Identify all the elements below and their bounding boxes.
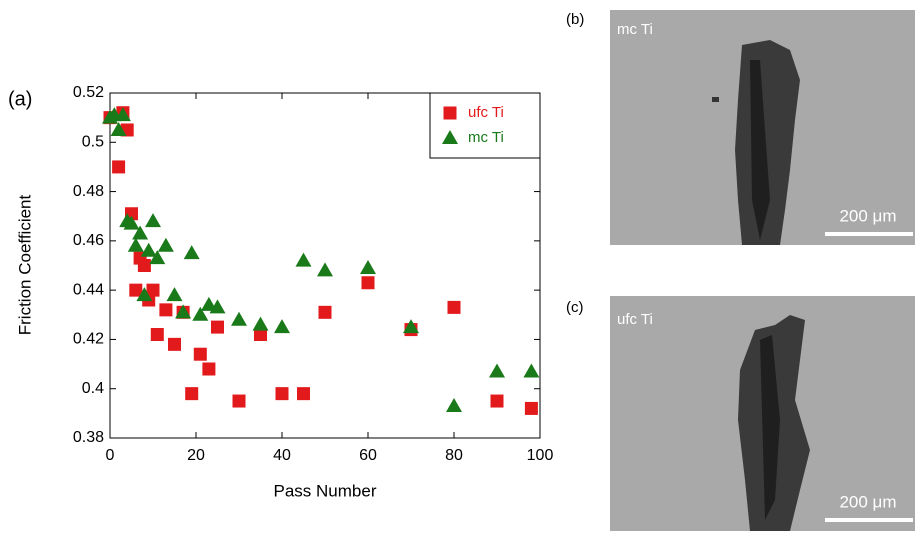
legend-marker: [443, 106, 457, 120]
micrograph-label: mc Ti: [617, 21, 653, 38]
data-point: [129, 283, 143, 297]
x-tick-label: 0: [106, 447, 115, 464]
data-point: [112, 160, 126, 174]
data-point: [295, 252, 312, 267]
data-point: [168, 337, 181, 351]
data-point: [145, 213, 161, 228]
data-point: [254, 328, 267, 341]
data-point: [137, 259, 151, 272]
data-point: [297, 387, 310, 401]
data-point: [175, 304, 192, 319]
data-point: [183, 245, 200, 260]
data-point: [523, 363, 540, 378]
data-point: [447, 300, 461, 314]
legend-label: ufc Ti: [468, 104, 504, 121]
data-point: [150, 328, 164, 341]
data-point: [446, 397, 462, 412]
x-axis-label: Pass Number: [274, 481, 377, 500]
scale-bar-label: 200 μm: [839, 492, 896, 511]
data-point: [361, 276, 375, 290]
data-point: [274, 319, 290, 334]
data-point: [166, 287, 183, 302]
y-tick-label: 0.52: [73, 84, 104, 101]
data-point: [360, 259, 376, 274]
data-point: [193, 347, 207, 361]
legend-marker: [442, 130, 458, 144]
x-tick-label: 20: [187, 447, 205, 464]
data-point: [275, 387, 289, 401]
plot-frame: [109, 92, 541, 439]
data-point: [157, 237, 174, 252]
micrograph: [610, 10, 915, 245]
y-tick-label: 0.38: [73, 429, 104, 446]
micrograph: [610, 296, 915, 531]
data-point: [231, 311, 247, 326]
x-tick-label: 100: [527, 447, 554, 464]
data-point: [159, 303, 173, 317]
data-point: [149, 250, 166, 265]
data-point: [132, 225, 149, 240]
data-point: [489, 363, 505, 378]
x-tick-label: 80: [445, 447, 463, 464]
x-tick-label: 60: [359, 447, 377, 464]
data-point: [146, 283, 160, 297]
y-tick-label: 0.42: [73, 331, 104, 348]
y-tick-label: 0.48: [73, 183, 104, 200]
data-point: [185, 387, 199, 401]
data-point: [140, 242, 157, 257]
micrograph-label: ufc Ti: [617, 311, 653, 328]
panel-label: (c): [566, 299, 584, 316]
data-point: [252, 316, 269, 331]
y-tick-label: 0.4: [82, 380, 104, 397]
x-tick-label: 40: [273, 447, 291, 464]
panel-label: (b): [566, 11, 584, 28]
data-point: [403, 319, 419, 334]
legend-label: mc Ti: [468, 129, 504, 146]
data-point: [136, 287, 153, 302]
data-point: [127, 237, 144, 252]
data-point: [490, 394, 504, 408]
data-point: [192, 306, 209, 321]
data-point: [232, 394, 246, 408]
data-point: [202, 362, 216, 376]
data-point: [317, 262, 333, 277]
data-point: [211, 320, 224, 334]
data-point: [114, 107, 131, 122]
scale-bar: [825, 518, 913, 522]
y-tick-label: 0.44: [73, 281, 104, 298]
y-tick-label: 0.46: [73, 232, 104, 249]
data-point: [200, 296, 217, 311]
y-axis-label: Friction Coefficient: [15, 194, 34, 335]
data-point: [318, 305, 332, 319]
scale-bar: [825, 232, 913, 236]
data-point: [123, 215, 140, 230]
panel-label: (a): [8, 88, 32, 110]
y-tick-label: 0.5: [82, 134, 104, 151]
data-point: [209, 299, 226, 314]
data-point: [110, 121, 127, 136]
data-point: [524, 401, 538, 415]
legend: [429, 92, 541, 159]
scale-bar-label: 200 μm: [839, 206, 896, 225]
